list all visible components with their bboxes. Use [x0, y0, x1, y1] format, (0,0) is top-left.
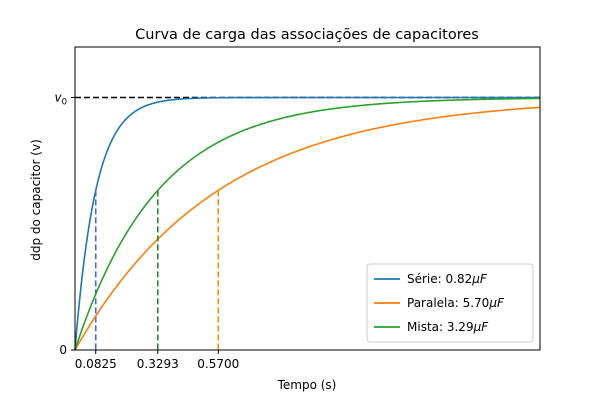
y-tick-label-0: 0	[59, 343, 67, 357]
legend-box	[366, 263, 534, 343]
x-axis-label: Tempo (s)	[277, 378, 337, 392]
x-tick-label-0: 0.0825	[75, 357, 117, 371]
y-axis-label: ddp do capacitor (v)	[29, 139, 43, 261]
x-tick-label-2: 0.5700	[197, 357, 239, 371]
x-tick-label-1: 0.3293	[137, 357, 179, 371]
axes-frame	[74, 46, 541, 351]
chart-title: Curva de carga das associações de capaci…	[135, 27, 479, 43]
series-line-0	[74, 96, 540, 351]
legend-label-2: Mista: 3.29μF	[407, 320, 489, 334]
legend: Série: 0.82μF Paralela: 5.70μF Mista: 3.29…	[366, 263, 534, 343]
series-line-2	[74, 97, 541, 351]
plot-area: 0.0825 0.3293 0.5700 0 v0	[54, 46, 541, 371]
y-tick-label-1: v0	[54, 91, 67, 108]
legend-label-1: Paralela: 5.70μF	[407, 296, 505, 310]
legend-label-0: Série: 0.82μF	[407, 272, 488, 286]
series-line-1	[74, 106, 541, 351]
